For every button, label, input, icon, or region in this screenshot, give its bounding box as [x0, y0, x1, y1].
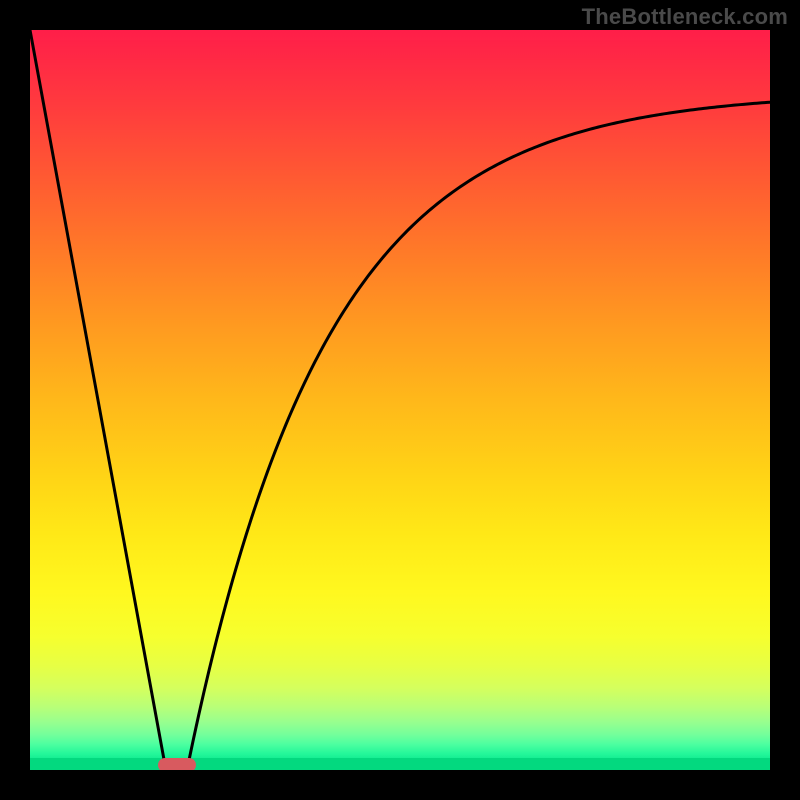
plot-area	[30, 30, 770, 770]
vertex-marker	[158, 758, 196, 770]
right-curve	[188, 102, 770, 765]
curve-layer	[30, 30, 770, 770]
left-line	[30, 30, 165, 765]
watermark-text: TheBottleneck.com	[582, 4, 788, 30]
